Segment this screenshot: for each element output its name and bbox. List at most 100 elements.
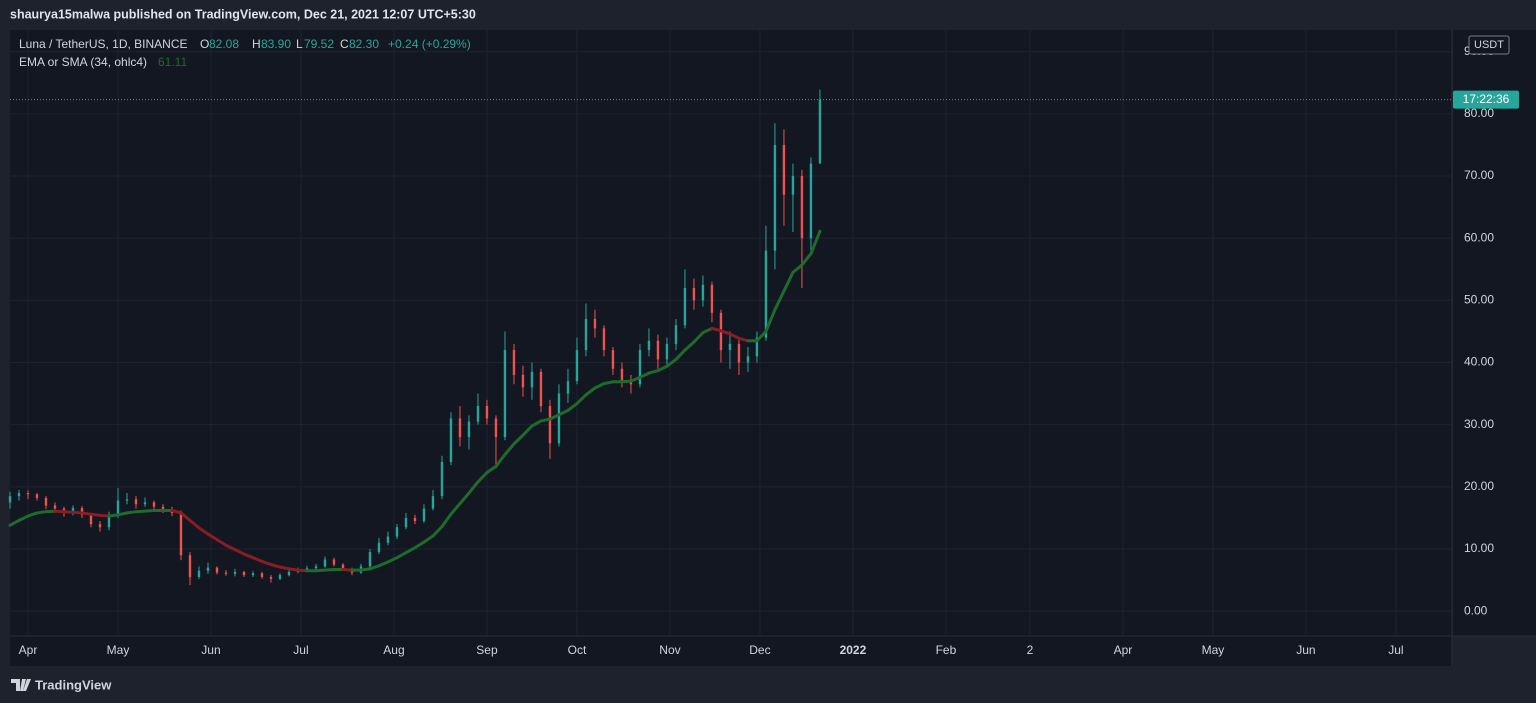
candle-body	[80, 507, 84, 515]
indicator-line	[170, 508, 183, 515]
candle-body	[782, 144, 786, 195]
candle-body	[818, 99, 822, 164]
indicator-line	[242, 552, 255, 560]
x-tick-label: Feb	[936, 643, 957, 657]
x-tick-label: Jun	[201, 643, 220, 657]
candle-body	[539, 371, 543, 407]
candle-body	[422, 508, 426, 522]
indicator-line	[188, 518, 201, 530]
candle-body	[494, 418, 498, 438]
candle-body	[179, 512, 183, 556]
indicator-line	[575, 393, 588, 406]
currency-badge[interactable]	[1468, 35, 1510, 55]
indicator-line	[719, 329, 732, 336]
ohlc-value: 82.08	[209, 37, 239, 51]
indicator-line	[341, 567, 354, 572]
indicator-line	[449, 502, 462, 516]
candle-body	[440, 461, 444, 497]
candle-body	[44, 498, 48, 506]
candle-body	[98, 524, 102, 528]
candle-body	[467, 421, 471, 438]
candle-body	[161, 506, 165, 511]
candle-body	[737, 343, 741, 363]
candle-body	[368, 552, 372, 567]
x-tick-label: Dec	[749, 643, 770, 657]
indicator-line	[791, 263, 804, 274]
candle-body	[8, 496, 12, 503]
indicator-line	[134, 509, 147, 514]
grid	[10, 30, 1452, 636]
y-tick-label: 0.00	[1464, 603, 1488, 617]
indicator-line	[224, 543, 237, 552]
indicator-line	[143, 508, 156, 513]
indicator-line	[530, 419, 543, 428]
candle-body	[728, 343, 732, 351]
logo-mark	[11, 679, 31, 691]
x-tick-label: 2022	[840, 643, 867, 657]
indicator-line	[656, 364, 669, 373]
y-tick-label: 20.00	[1464, 479, 1494, 493]
candle-body	[512, 350, 516, 375]
candle-body	[224, 572, 228, 574]
currency: USDT	[1474, 39, 1504, 51]
indicator-line	[413, 540, 426, 550]
y-tick-label: 30.00	[1464, 417, 1494, 431]
candle-body	[485, 406, 489, 419]
indicator-line	[692, 331, 705, 344]
indicator-line	[539, 417, 552, 423]
candle-body	[152, 502, 156, 507]
candle-body	[548, 406, 552, 444]
indicator-line	[251, 556, 264, 563]
candle-body	[35, 494, 39, 499]
candle-body	[314, 566, 318, 569]
candle-body	[17, 493, 21, 497]
ohlc-label: H	[252, 37, 261, 51]
indicator-line	[629, 375, 642, 383]
indicator-line	[44, 509, 57, 514]
candle-body	[665, 343, 669, 360]
indicator-line	[566, 402, 579, 412]
candle-body	[593, 319, 597, 329]
indicator-line	[404, 546, 417, 555]
legend: Luna / TetherUS, 1D, BINANCE O 82.08 H 8…	[19, 37, 471, 69]
candle-body	[557, 393, 561, 444]
candle-body	[602, 328, 606, 351]
indicator-line	[476, 471, 489, 484]
price-badges: USDT 17:22:36	[1453, 35, 1519, 109]
candle-body	[233, 571, 237, 574]
candle-body	[503, 350, 507, 438]
y-tick-label: 50.00	[1464, 293, 1494, 307]
indicator-line	[215, 538, 228, 547]
indicator-line	[584, 386, 597, 397]
indicator-line	[323, 567, 336, 572]
candle-body	[755, 337, 759, 357]
indicator-line	[35, 510, 48, 515]
candle-body	[629, 381, 633, 385]
candle-body	[26, 493, 30, 495]
indicator-line	[458, 491, 471, 506]
indicator-line	[71, 510, 84, 515]
candle-body	[413, 517, 417, 522]
candle-body	[458, 418, 462, 438]
x-tick-label: Jul	[293, 643, 308, 657]
indicator-line	[764, 308, 777, 333]
indicator-line	[386, 556, 399, 564]
x-tick-label: Sep	[476, 643, 498, 657]
candle-body	[242, 571, 246, 576]
candle-body	[134, 499, 138, 505]
indicator-line	[602, 380, 615, 386]
candle-body	[683, 287, 687, 326]
y-tick-label: 60.00	[1464, 230, 1494, 244]
indicator-line	[494, 453, 507, 468]
indicator-line	[674, 348, 687, 361]
indicator-line	[368, 564, 381, 571]
indicator-line	[557, 408, 570, 417]
candle-body	[278, 575, 282, 579]
indicator-line	[548, 413, 561, 421]
indicator-line	[116, 511, 129, 517]
marks	[8, 89, 1452, 586]
indicator-line	[233, 548, 246, 556]
candle-body	[377, 542, 381, 553]
indicator-line	[782, 270, 795, 293]
